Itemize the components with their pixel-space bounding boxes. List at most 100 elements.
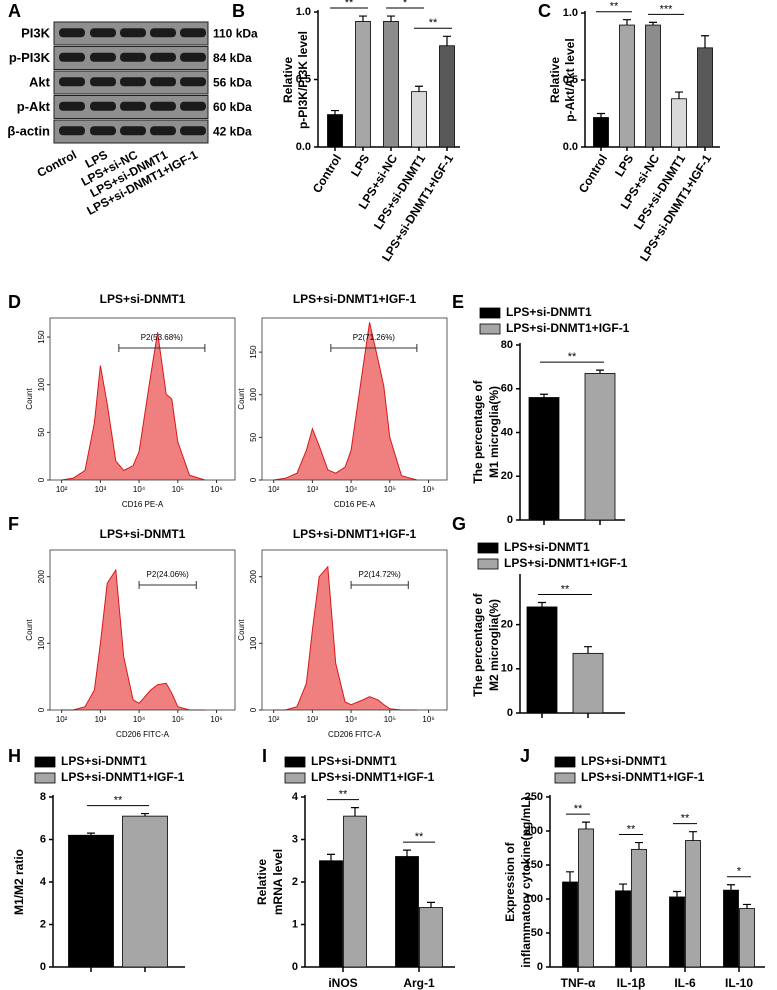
legend-label: LPS+si-DNMT1 xyxy=(506,305,592,319)
blot-band xyxy=(59,77,85,87)
bar xyxy=(411,91,427,148)
significance-label: ** xyxy=(415,831,424,843)
panel-letter: F xyxy=(8,514,19,534)
legend-swatch xyxy=(479,323,501,335)
y-tick-label: 0.0 xyxy=(563,141,578,153)
y-tick-label: 0.5 xyxy=(563,74,578,86)
blot-row-label: p-Akt xyxy=(17,99,51,114)
x-axis-label: CD16 PE-A xyxy=(334,500,376,509)
plot-frame xyxy=(261,549,448,711)
significance-label: ** xyxy=(429,17,438,29)
blot-band xyxy=(120,52,146,62)
y-axis-label: M1 microglia(%) xyxy=(487,386,501,478)
x-tick-label: 10⁵ xyxy=(172,485,184,494)
blot-band xyxy=(90,126,116,136)
plot-frame xyxy=(261,317,448,481)
y-tick-label: 0 xyxy=(249,707,258,712)
gate-label: P2(71.26%) xyxy=(353,333,396,342)
bar xyxy=(355,21,371,148)
bar xyxy=(528,397,560,521)
y-tick-label: 4 xyxy=(292,791,299,803)
y-tick-label: 200 xyxy=(249,569,258,583)
y-axis-label: Relative xyxy=(255,859,269,905)
legend-swatch xyxy=(477,558,499,570)
x-tick-label: 10⁵ xyxy=(172,715,184,724)
y-axis-label: Expression of xyxy=(503,841,517,921)
y-tick-label: 1.0 xyxy=(296,6,311,18)
y-tick-label: 0 xyxy=(537,961,543,973)
x-tick-label: iNOS xyxy=(328,976,357,990)
bar xyxy=(122,815,168,968)
bar xyxy=(572,652,604,714)
y-tick-label: 200 xyxy=(37,569,46,583)
bar xyxy=(419,907,443,968)
error-bar xyxy=(427,901,435,908)
blot-band xyxy=(90,28,116,38)
significance-label: ** xyxy=(568,351,577,363)
blot-band xyxy=(120,126,146,136)
error-bar xyxy=(415,85,423,92)
gate-label: P2(14.72%) xyxy=(359,570,402,579)
x-tick-label: IL-10 xyxy=(725,976,753,990)
legend-swatch xyxy=(284,772,306,784)
significance-label: * xyxy=(737,866,742,878)
blot-band xyxy=(150,126,176,136)
error-bar xyxy=(141,812,149,817)
error-bar xyxy=(584,646,592,654)
significance-label: ** xyxy=(610,1,619,13)
x-tick-label: 10⁵ xyxy=(384,715,396,724)
panel-letter: A xyxy=(8,1,21,21)
x-tick-label: 10⁴ xyxy=(133,715,146,724)
x-tick-label: 10² xyxy=(56,485,68,494)
x-tick-label: LPS xyxy=(348,152,372,179)
y-tick-label: 50 xyxy=(249,432,258,441)
error-bar xyxy=(701,35,709,48)
histogram-line xyxy=(61,568,205,711)
histogram-fill xyxy=(273,566,417,710)
x-tick-label: 10⁴ xyxy=(345,715,358,724)
significance-label: ** xyxy=(345,0,354,9)
y-tick-label: 2 xyxy=(292,876,298,888)
bar xyxy=(578,828,594,968)
y-tick-label: 100 xyxy=(249,388,258,402)
legend-label: LPS+si-DNMT1+IGF-1 xyxy=(504,556,628,570)
y-tick-label: 3 xyxy=(292,833,298,845)
bar xyxy=(615,890,631,968)
bar xyxy=(723,889,739,968)
gate xyxy=(350,581,409,589)
error-bar xyxy=(566,871,574,882)
histogram-fill xyxy=(61,570,205,710)
y-tick-label: 0 xyxy=(249,477,258,482)
error-bar xyxy=(743,903,751,909)
x-tick-label: 10⁵ xyxy=(384,485,396,494)
x-tick-label: 10⁶ xyxy=(422,485,434,494)
blot-band xyxy=(180,126,206,136)
x-tick-label: IL-6 xyxy=(674,976,696,990)
y-axis-label: M2 microglia(%) xyxy=(487,599,501,691)
legend-label: LPS+si-DNMT1+IGF-1 xyxy=(581,770,705,784)
bar xyxy=(562,881,578,968)
blot-band xyxy=(180,28,206,38)
y-tick-label: 80 xyxy=(501,339,513,351)
x-tick-label: IL-1β xyxy=(617,976,646,990)
gate xyxy=(330,344,418,352)
x-tick-label: Control xyxy=(310,152,344,196)
bar xyxy=(645,24,661,148)
blot-row-label: Akt xyxy=(29,75,51,90)
y-tick-label: 100 xyxy=(37,377,46,391)
blot-size-label: 56 kDa xyxy=(213,75,252,89)
error-bar xyxy=(727,884,735,891)
x-tick-label: 10² xyxy=(268,485,280,494)
legend-swatch xyxy=(34,772,56,784)
blot-band xyxy=(120,28,146,38)
x-tick-label: Control xyxy=(576,152,610,196)
error-bar xyxy=(649,21,657,26)
x-tick-label: 10⁴ xyxy=(133,485,146,494)
error-bar xyxy=(403,849,411,857)
error-bar xyxy=(582,821,590,829)
histogram-line xyxy=(273,565,417,711)
legend-swatch xyxy=(554,772,576,784)
significance-label: ** xyxy=(627,823,636,835)
error-bar xyxy=(327,853,335,861)
